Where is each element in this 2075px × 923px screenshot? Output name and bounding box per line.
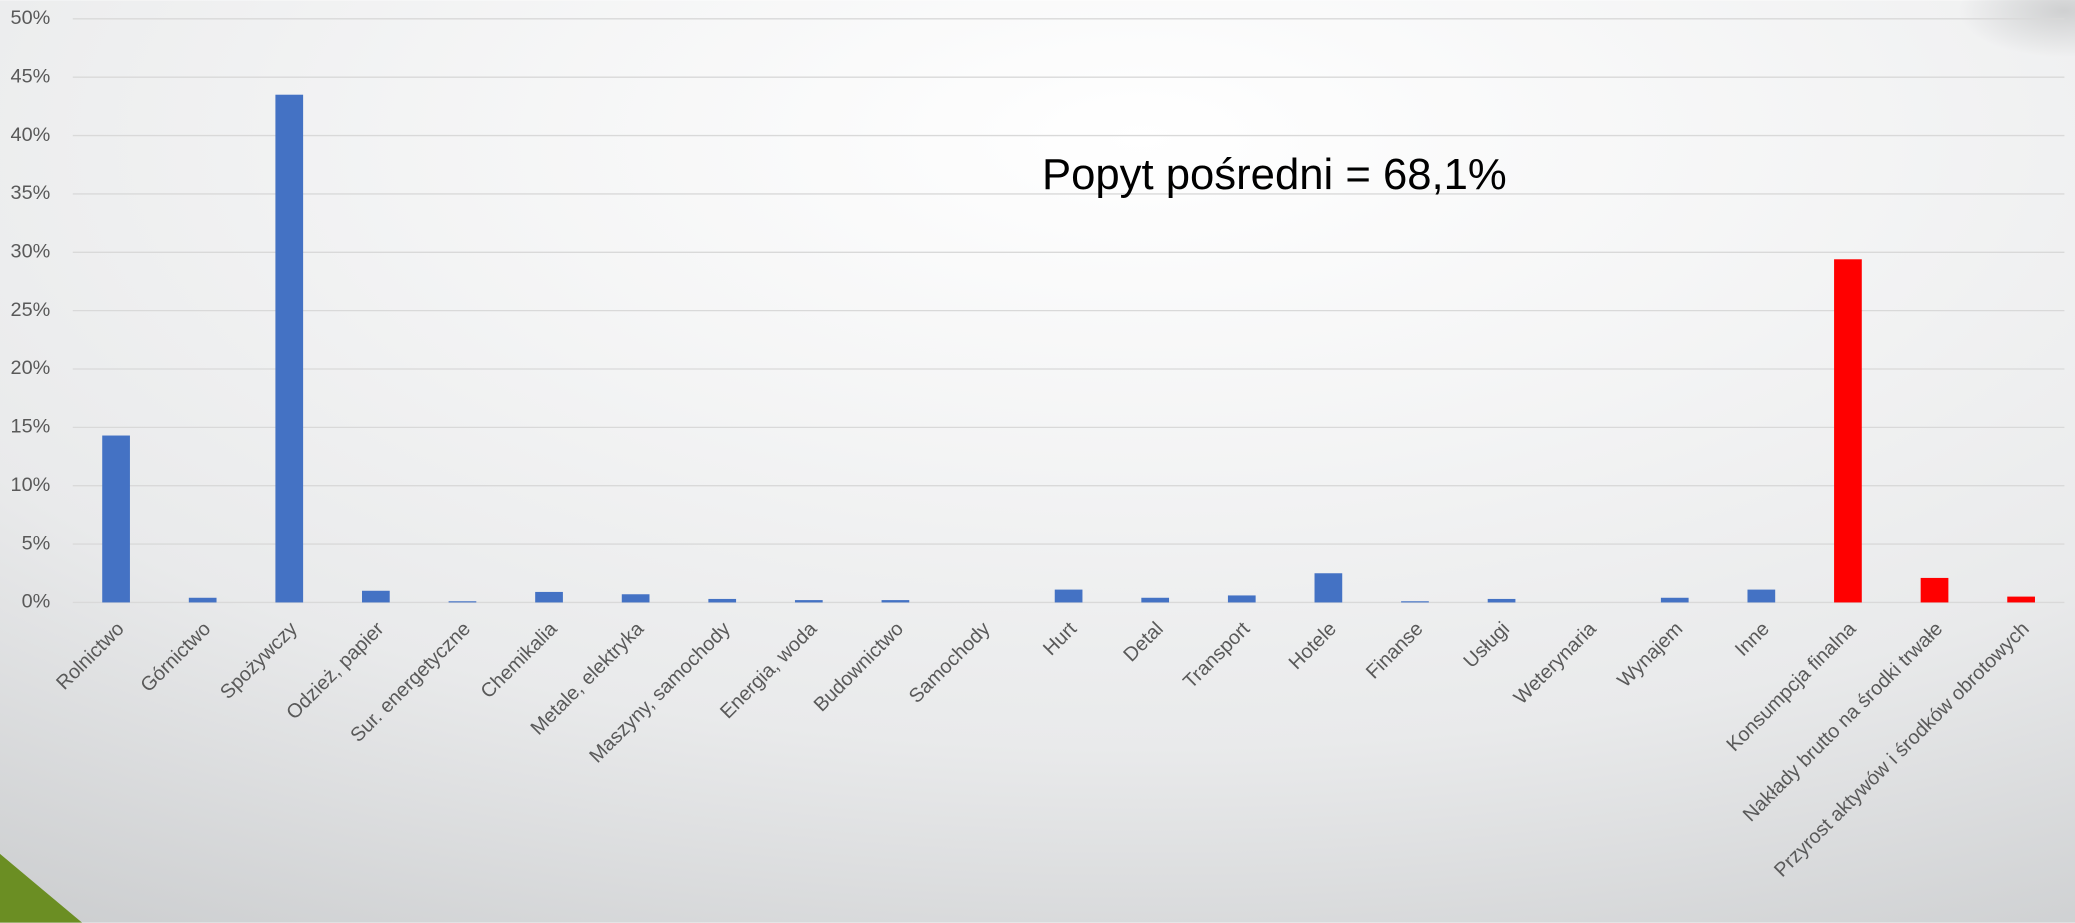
bar (535, 591, 563, 603)
bar (1747, 589, 1776, 603)
bar (794, 600, 823, 603)
bar (102, 435, 130, 603)
corner-triangle (0, 853, 83, 923)
bar (708, 598, 737, 603)
y-tick-label: 5% (22, 532, 51, 554)
bar (2007, 596, 2035, 603)
bar (1487, 598, 1516, 603)
y-tick-label: 20% (11, 357, 51, 379)
bar (1920, 577, 1949, 603)
bar (1401, 601, 1429, 603)
bar (362, 590, 390, 603)
bar (1054, 589, 1083, 603)
bar (188, 597, 217, 603)
corner-shadow (1958, 0, 2075, 58)
y-tick-label: 0% (22, 591, 51, 613)
y-tick-label: 25% (11, 299, 51, 321)
bar (1141, 597, 1170, 603)
annotation: Popyt pośredni = 68,1% (1042, 150, 1507, 199)
bar (621, 594, 650, 603)
y-tick-label: 15% (11, 416, 51, 438)
bar (1227, 595, 1256, 603)
bar (275, 94, 304, 603)
bar (881, 600, 910, 603)
y-tick-label: 45% (11, 65, 51, 87)
bar (1660, 597, 1689, 603)
bar (1834, 259, 1862, 603)
y-tick-label: 10% (11, 474, 51, 496)
y-tick-label: 30% (11, 241, 51, 263)
y-tick-label: 50% (11, 7, 51, 29)
bar (1314, 573, 1343, 603)
y-tick-label: 40% (11, 124, 51, 146)
y-tick-label: 35% (11, 182, 51, 204)
bar (448, 601, 477, 603)
